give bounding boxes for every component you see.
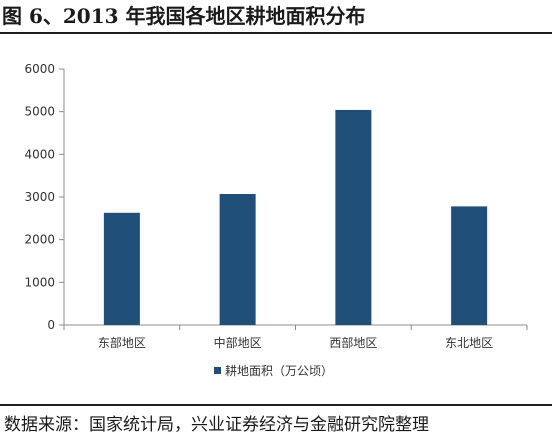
y-tick-label: 0 [47, 318, 55, 332]
x-tick-label: 西部地区 [329, 335, 377, 350]
legend-swatch [214, 367, 221, 374]
data-source: 数据来源：国家统计局，兴业证券经济与金融研究院整理 [0, 404, 552, 446]
bar [103, 212, 140, 325]
figure-title: 图 6、2013 年我国各地区耕地面积分布 [0, 0, 552, 34]
bar [335, 109, 372, 326]
y-axis-ticks: 0 1000 2000 3000 4000 5000 6000 [24, 62, 64, 332]
chart-area: 0 1000 2000 3000 4000 5000 6000 东部地区 中部地区 西部地区 东北… [0, 34, 552, 404]
bar [219, 194, 256, 325]
y-tick-label: 2000 [24, 233, 55, 247]
y-tick-label: 5000 [24, 105, 55, 119]
legend-label: 耕地面积（万公顷） [225, 363, 333, 378]
bar-series [103, 109, 488, 326]
bar [451, 206, 488, 325]
chart-legend: 耕地面积（万公顷） [214, 363, 333, 378]
bar-chart: 0 1000 2000 3000 4000 5000 6000 东部地区 中部地区 西部地区 东北… [24, 62, 528, 378]
y-tick-label: 4000 [24, 147, 55, 161]
x-tick-label: 东北地区 [445, 336, 493, 350]
x-axis-ticks: 东部地区 中部地区 西部地区 东北地区 [63, 325, 528, 350]
x-tick-label: 东部地区 [98, 335, 146, 350]
y-tick-label: 1000 [24, 275, 55, 289]
x-tick-label: 中部地区 [214, 335, 262, 350]
y-tick-label: 3000 [24, 190, 55, 204]
y-tick-label: 6000 [24, 62, 55, 76]
